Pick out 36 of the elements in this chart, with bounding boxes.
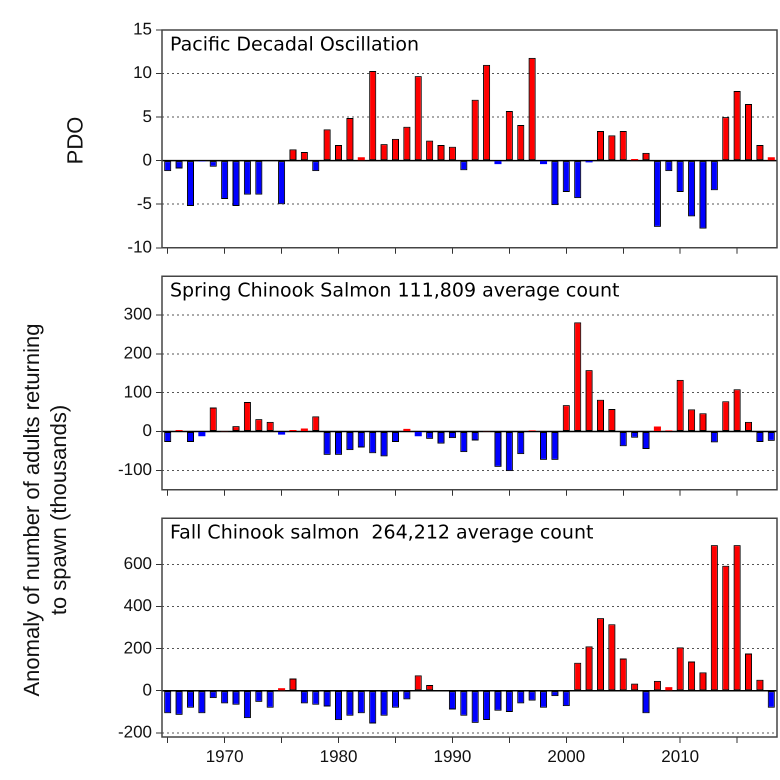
x-tick-label: 2000 [547,746,586,766]
y-tick-label: 0 [142,150,152,170]
y-axis-title: Anomaly of number of adults returning to spawn (thousands) [18,322,72,698]
y-tick-label: 200 [124,344,152,363]
x-tick-label: 1990 [434,746,472,766]
y-tick-label: 200 [124,638,152,658]
bar [358,157,365,160]
y-axis-title: PDO [62,115,88,166]
y-tick-label: -10 [127,237,152,256]
bar [540,161,548,164]
bar [654,426,661,432]
bar [198,432,206,436]
bar [494,161,502,164]
y-tick-label: 10 [133,63,152,82]
y-tick-label: 0 [142,421,152,440]
y-tick-label: 5 [142,106,152,126]
chart-title: Spring Chinook Salmon 111,809 average count [170,280,620,302]
bar [278,432,286,435]
x-tick-label: 1980 [320,746,358,766]
bar [768,157,775,160]
y-tick-label: 600 [124,554,152,574]
y-tick-label: 300 [124,304,152,324]
y-tick-label: 15 [133,20,152,39]
y-tick-label: 100 [124,382,152,402]
bar [300,428,308,432]
y-tick-label: -100 [118,460,152,480]
y-tick-label: -200 [118,722,152,742]
bar [665,687,672,690]
chart-title: Fall Chinook salmon 264,212 average count [170,522,594,544]
chart-title: Pacific Decadal Oscillation [170,33,420,56]
x-tick-label: 2010 [661,746,700,766]
y-tick-label: -5 [136,194,152,213]
y-tick-label: 0 [142,680,152,700]
x-tick-label: 1970 [206,746,244,766]
y-tick-label: 400 [124,596,152,616]
bar [414,432,422,436]
